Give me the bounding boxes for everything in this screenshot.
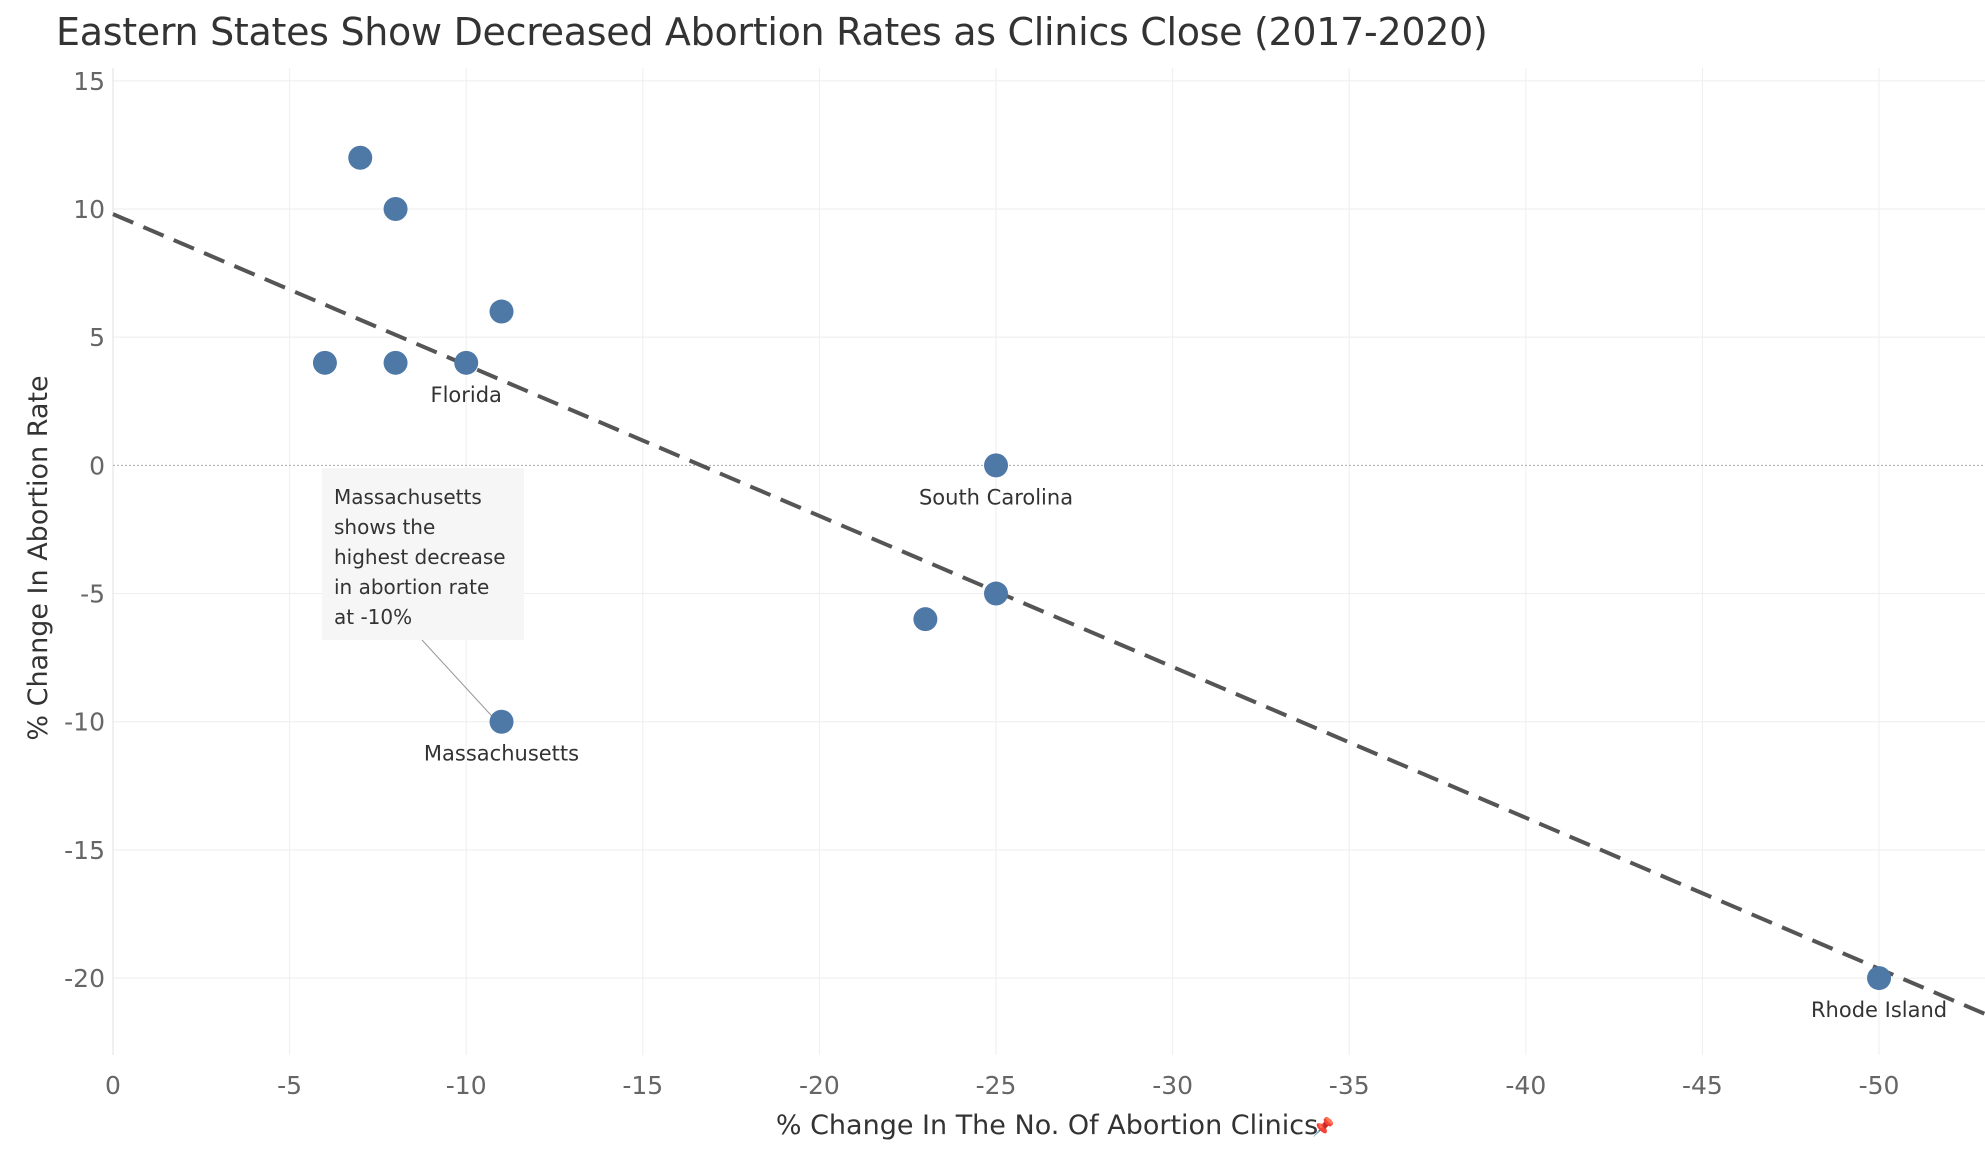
point-label: South Carolina (919, 485, 1073, 509)
annotation-connector (421, 639, 492, 717)
grid-layer (112, 68, 1985, 1055)
y-tick-label: -15 (64, 836, 105, 865)
x-tick-label: -25 (976, 1071, 1017, 1100)
data-point (348, 145, 373, 170)
chart-title: Eastern States Show Decreased Abortion R… (56, 10, 1488, 54)
data-point (984, 453, 1009, 478)
annotation-line: in abortion rate (334, 575, 490, 599)
x-axis-title: % Change In The No. Of Abortion Clinics (776, 1110, 1318, 1141)
y-tick-label: 10 (73, 195, 105, 224)
data-point (454, 350, 479, 375)
x-tick-label: 0 (105, 1071, 121, 1100)
x-tick-label: -40 (1505, 1071, 1546, 1100)
y-tick-label: -20 (64, 964, 105, 993)
data-point (312, 350, 337, 375)
x-tick-label: -50 (1859, 1071, 1900, 1100)
x-axis-ticks: 0 -5 -10 -15 -20 -25 -30 -35 -40 -45 -50 (105, 1071, 1899, 1100)
annotation-line: shows the (334, 515, 436, 539)
annotation-line: Massachusetts (334, 485, 482, 509)
data-point (984, 581, 1009, 606)
data-point (383, 197, 408, 221)
point-label: Massachusetts (424, 742, 579, 766)
y-tick-label: -5 (80, 580, 105, 609)
y-tick-label: 15 (73, 67, 105, 96)
point-label: Florida (430, 383, 501, 407)
data-point (913, 607, 938, 632)
data-point (1867, 966, 1892, 991)
annotation-line: at -10% (334, 605, 413, 629)
y-axis-ticks: 15 10 5 0 -5 -10 -15 -20 (64, 67, 105, 993)
y-axis-title: % Change In Abortion Rate (23, 375, 54, 740)
x-tick-label: -10 (446, 1071, 487, 1100)
x-tick-label: -20 (799, 1071, 840, 1100)
y-tick-label: 5 (89, 323, 105, 352)
pin-icon: 📌 (1312, 1116, 1334, 1138)
data-point (383, 350, 408, 375)
annotation-box: Massachusetts shows the highest decrease… (322, 468, 524, 640)
x-tick-label: -45 (1682, 1071, 1723, 1100)
x-tick-label: -35 (1329, 1071, 1370, 1100)
y-tick-label: -10 (64, 708, 105, 737)
annotation-line: highest decrease (334, 545, 506, 569)
data-point (489, 709, 514, 734)
x-tick-label: -30 (1152, 1071, 1193, 1100)
points-layer: Florida South Carolina Massachusetts Rhode … (312, 145, 1947, 1022)
data-point (489, 299, 514, 324)
trend-line (112, 212, 1985, 1016)
point-label: Rhode Island (1811, 998, 1947, 1022)
x-tick-label: -15 (622, 1071, 663, 1100)
x-tick-label: -5 (277, 1071, 302, 1100)
y-tick-label: 0 (89, 451, 105, 480)
